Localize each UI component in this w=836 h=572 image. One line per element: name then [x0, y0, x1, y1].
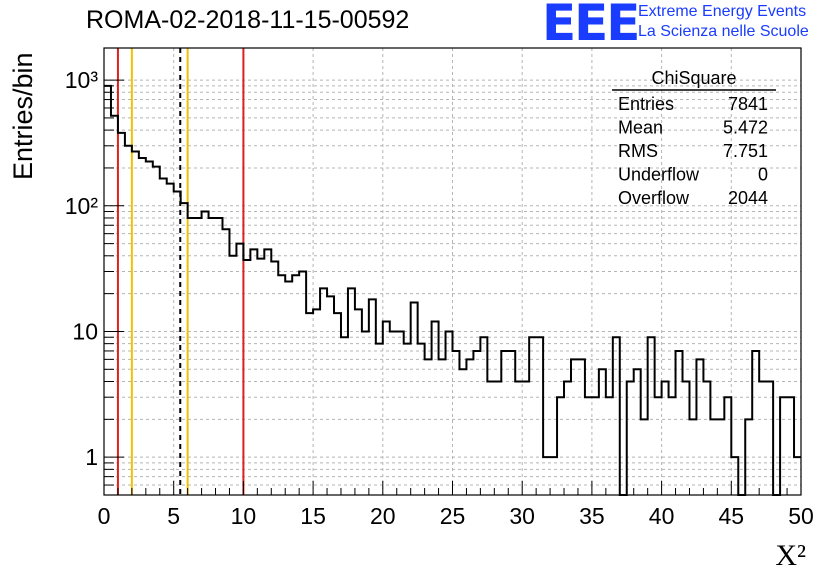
stats-label: Overflow [618, 188, 690, 208]
x-tick-label: 40 [649, 503, 675, 529]
x-axis-label: X² [775, 539, 806, 572]
x-tick-label: 35 [579, 503, 605, 529]
x-tick-label: 20 [370, 503, 396, 529]
axis-ticks: 0 5 10 15 20 25 30 35 40 45 50 1 10 10² 10³ [65, 67, 814, 529]
x-tick-label: 5 [167, 503, 180, 529]
histogram-series [104, 84, 801, 496]
y-axis-label: Entries/bin [8, 52, 38, 180]
stats-value: 2044 [728, 188, 768, 208]
x-tick-label: 0 [98, 503, 111, 529]
stats-value: 7841 [728, 94, 768, 114]
page-title: ROMA-02-2018-11-15-00592 [86, 6, 410, 34]
stats-value: 7.751 [723, 141, 768, 161]
y-tick-label: 1 [85, 444, 98, 470]
stats-label: Mean [618, 118, 663, 138]
histogram-outline [104, 84, 801, 496]
x-tick-label: 50 [788, 503, 814, 529]
x-tick-label: 30 [509, 503, 535, 529]
logo-tagline-2: La Scienza nelle Scuole [638, 23, 809, 40]
y-tick-label: 10² [65, 193, 99, 219]
stats-value: 0 [758, 165, 768, 185]
stats-label: Entries [618, 94, 674, 114]
y-tick-label: 10³ [65, 67, 99, 93]
grid [104, 48, 801, 496]
x-tick-label: 45 [719, 503, 745, 529]
y-tick-label: 10 [72, 318, 98, 344]
x-tick-label: 25 [440, 503, 466, 529]
stats-label: RMS [618, 141, 658, 161]
stats-title: ChiSquare [651, 68, 736, 88]
eee-logo: EEE [542, 0, 640, 52]
logo-tagline-1: Extreme Energy Events [638, 3, 807, 20]
stats-value: 5.472 [723, 118, 768, 138]
x-tick-label: 10 [231, 503, 257, 529]
x-tick-label: 15 [300, 503, 326, 529]
stats-label: Underflow [618, 165, 700, 185]
reference-lines [116, 48, 245, 495]
stats-box: ChiSquare Entries 7841 Mean 5.472 RMS 7.751 Und… [612, 68, 776, 208]
